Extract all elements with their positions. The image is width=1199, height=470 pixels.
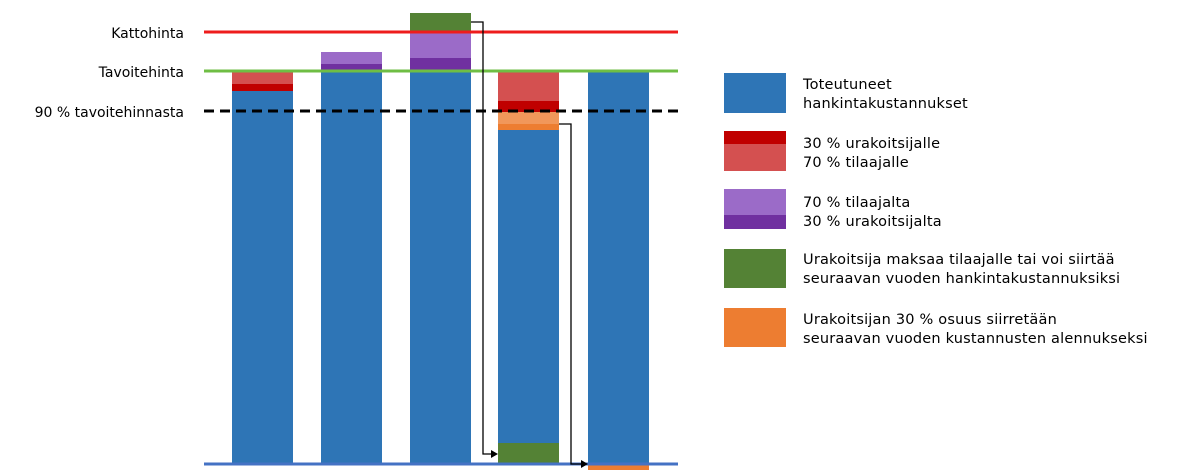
bar-1-client-share: [232, 72, 293, 84]
bar-5-carryover-orange: [588, 464, 649, 470]
legend-item-red-split: 30 % urakoitsijalle 70 % tilaajalle: [724, 131, 940, 171]
bar-3-actual-cost: [410, 71, 471, 464]
legend-text-line-2: 30 % urakoitsijalta: [803, 214, 942, 230]
legend-text-line-1: Urakoitsijan 30 % osuus siirretään: [803, 312, 1057, 328]
bar-2-contractor-share: [321, 64, 382, 71]
legend-text-line-1: 70 % tilaajalta: [803, 195, 910, 211]
bar-2-actual-cost: [321, 71, 382, 464]
legend-item-green: Urakoitsija maksaa tilaajalle tai voi si…: [724, 249, 1120, 288]
legend-text-line-1: Toteutuneet: [802, 77, 892, 93]
legend-text-line-2: hankintakustannukset: [803, 96, 968, 112]
bar-4-contractor-share: [498, 101, 559, 112]
bar-4-orange-dark: [498, 124, 559, 130]
bar-2-client-share: [321, 52, 382, 64]
green-transfer-arrowhead: [491, 450, 498, 458]
legend-swatch-purple-light: [724, 189, 786, 215]
legend-swatch-red-dark: [724, 131, 786, 144]
legend-text-line-1: Urakoitsija maksaa tilaajalle tai voi si…: [803, 252, 1115, 268]
bar-1-actual-cost: [232, 90, 293, 464]
bar-4: [498, 72, 559, 464]
legend-text-line-2: seuraavan vuoden kustannusten alennuksek…: [803, 331, 1148, 347]
bar-5: [588, 72, 649, 470]
bar-4-actual-cost: [498, 130, 559, 464]
legend-item-orange: Urakoitsijan 30 % osuus siirretään seura…: [724, 308, 1148, 347]
ninety-percent-label: 90 % tavoitehinnasta: [35, 105, 184, 121]
bar-4-carryover-green: [498, 443, 559, 464]
legend-text-line-2: seuraavan vuoden hankintakustannuksiksi: [803, 271, 1120, 287]
ceiling-label: Kattohinta: [111, 26, 184, 42]
target-label: Tavoitehinta: [98, 65, 184, 81]
legend: Toteutuneet hankintakustannukset 30 % ur…: [724, 73, 1148, 347]
green-transfer-arrow: [471, 21, 492, 455]
bar-1: [232, 72, 293, 464]
bar-1-contractor-share: [232, 84, 293, 91]
bar-5-actual-cost: [588, 72, 649, 464]
orange-transfer-arrow: [559, 123, 581, 465]
legend-swatch-blue: [724, 73, 786, 113]
legend-item-purple-split: 70 % tilaajalta 30 % urakoitsijalta: [724, 189, 942, 230]
bar-3: [410, 13, 471, 464]
legend-swatch-purple-dark: [724, 215, 786, 229]
legend-swatch-green: [724, 249, 786, 288]
legend-text-line-1: 30 % urakoitsijalle: [803, 136, 940, 152]
bar-3-client-share: [410, 32, 471, 58]
bar-4-orange-light: [498, 112, 559, 124]
bar-4-client-share: [498, 72, 559, 101]
orange-transfer-arrowhead: [581, 460, 588, 468]
legend-swatch-red-light: [724, 144, 786, 171]
legend-text-line-2: 70 % tilaajalle: [803, 155, 909, 171]
bar-2: [321, 52, 382, 464]
bar-3-contractor-share: [410, 58, 471, 71]
legend-item-actual-costs: Toteutuneet hankintakustannukset: [724, 73, 968, 113]
legend-swatch-orange: [724, 308, 786, 347]
bar-3-over-ceiling: [410, 13, 471, 32]
